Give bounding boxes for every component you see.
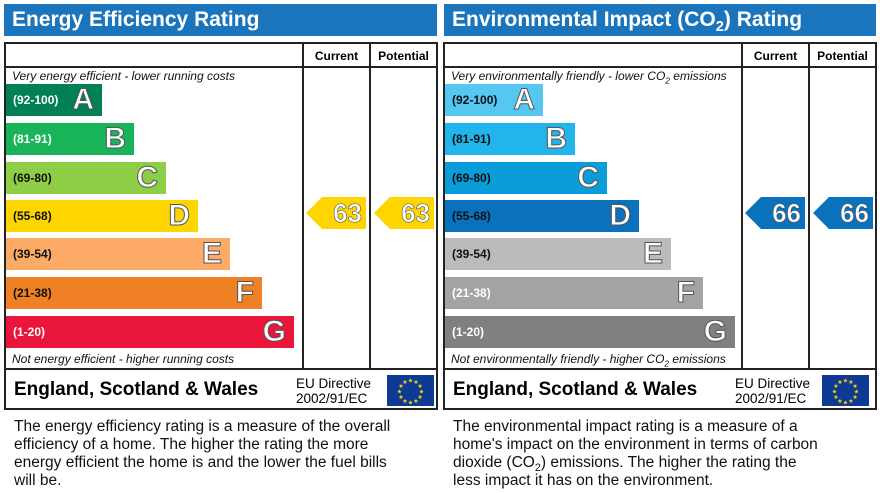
band-letter: G [703,315,727,349]
band-letter: A [72,83,95,117]
potential-rating-value: 66 [840,198,870,229]
band-b: (81-91) B [445,122,575,156]
band-range: (81-91) [452,132,491,146]
svg-text:★: ★ [397,389,402,396]
current-rating-arrow: 63 [306,197,366,229]
svg-text:★: ★ [408,400,413,407]
top-caption: Very environmentally friendly - lower CO… [451,69,727,86]
band-range: (1-20) [452,325,485,339]
svg-text:★: ★ [852,383,857,390]
eu-directive: EU Directive 2002/91/EC [296,376,372,406]
eu-directive: EU Directive 2002/91/EC [735,376,811,406]
eu-flag-icon: ★ ★ ★ ★ ★ ★ ★ ★ ★ ★ ★ ★ [822,375,869,407]
band-letter: A [513,83,536,117]
band-range: (92-100) [452,93,498,107]
band-range: (55-68) [452,209,491,223]
svg-text:★: ★ [854,389,859,396]
band-letter: F [235,276,254,310]
svg-text:★: ★ [837,398,842,405]
current-rating-value: 66 [772,198,802,229]
potential-rating-arrow: 66 [813,197,873,229]
band-range: (21-38) [452,286,491,300]
ee-chart: Current Potential Very energy efficient … [4,42,438,410]
potential-header: Potential [817,49,868,63]
band-letter: G [262,315,286,349]
band-e: (39-54) E [445,237,671,271]
current-rating-value: 63 [333,198,363,229]
band-range: (1-20) [13,325,46,339]
svg-text:★: ★ [413,398,418,405]
svg-text:★: ★ [417,383,422,390]
svg-text:★: ★ [837,379,842,386]
top-caption: Very energy efficient - lower running co… [12,69,235,83]
band-letter: D [168,199,191,233]
band-range: (39-54) [452,247,491,261]
band-f: (21-38) F [6,276,262,310]
band-letter: C [136,161,159,195]
ei-title: Environmental Impact (CO2) Rating [444,4,876,36]
bottom-caption: Not environmentally friendly - higher CO… [451,352,726,369]
band-range: (69-80) [452,171,491,185]
eu-flag-icon: ★ ★ ★ ★ ★ ★ ★ ★ ★ ★ ★ ★ [387,375,434,407]
band-letter: B [545,122,568,156]
band-range: (92-100) [13,93,59,107]
svg-text:★: ★ [402,379,407,386]
band-letter: C [577,161,600,195]
ei-description: The environmental impact rating is a mea… [453,418,818,489]
ei-title-end: ) Rating [723,8,803,31]
svg-text:★: ★ [848,398,853,405]
svg-text:★: ★ [398,394,403,401]
svg-text:★: ★ [398,383,403,390]
ei-title-main: Environmental Impact (CO [452,8,716,31]
svg-text:★: ★ [832,389,837,396]
svg-text:★: ★ [833,383,838,390]
band-e: (39-54) E [6,237,230,271]
svg-text:★: ★ [843,378,848,385]
current-header: Current [753,49,798,63]
band-letter: E [642,237,663,271]
potential-rating-value: 63 [401,198,431,229]
band-range: (55-68) [13,209,52,223]
ee-description: The energy efficiency rating is a measur… [14,418,391,489]
svg-text:★: ★ [402,398,407,405]
ee-title: Energy Efficiency Rating [4,4,437,36]
current-rating-arrow: 66 [745,197,805,229]
region-label: England, Scotland & Wales [453,379,698,400]
band-a: (92-100) A [6,83,102,117]
current-header: Current [314,49,359,63]
band-letter: B [104,122,127,156]
svg-text:★: ★ [843,400,848,407]
ei-title-sub: 2 [715,19,724,36]
svg-text:★: ★ [848,379,853,386]
band-range: (69-80) [13,171,52,185]
svg-text:★: ★ [417,394,422,401]
band-c: (69-80) C [6,161,166,195]
bottom-caption: Not energy efficient - higher running co… [12,352,235,366]
band-d: (55-68) D [6,199,198,233]
svg-text:★: ★ [419,389,424,396]
svg-text:★: ★ [413,379,418,386]
svg-text:★: ★ [852,394,857,401]
band-f: (21-38) F [445,276,703,310]
band-c: (69-80) C [445,161,607,195]
band-range: (81-91) [13,132,52,146]
potential-header: Potential [378,49,429,63]
band-b: (81-91) B [6,122,134,156]
svg-text:★: ★ [833,394,838,401]
band-letter: D [609,199,632,233]
band-range: (21-38) [13,286,52,300]
potential-rating-arrow: 63 [374,197,434,229]
footer: England, Scotland & Wales EU Directive 20… [445,372,875,410]
band-g: (1-20) G [445,315,735,349]
band-a: (92-100) A [445,83,543,117]
band-range: (39-54) [13,247,52,261]
band-d: (55-68) D [445,199,639,233]
band-g: (1-20) G [6,315,294,349]
ei-chart: Current Potential Very environmentally f… [443,42,877,410]
svg-text:★: ★ [408,378,413,385]
footer: England, Scotland & Wales EU Directive 20… [6,372,436,410]
band-letter: F [676,276,695,310]
region-label: England, Scotland & Wales [14,379,259,400]
band-letter: E [201,237,222,271]
